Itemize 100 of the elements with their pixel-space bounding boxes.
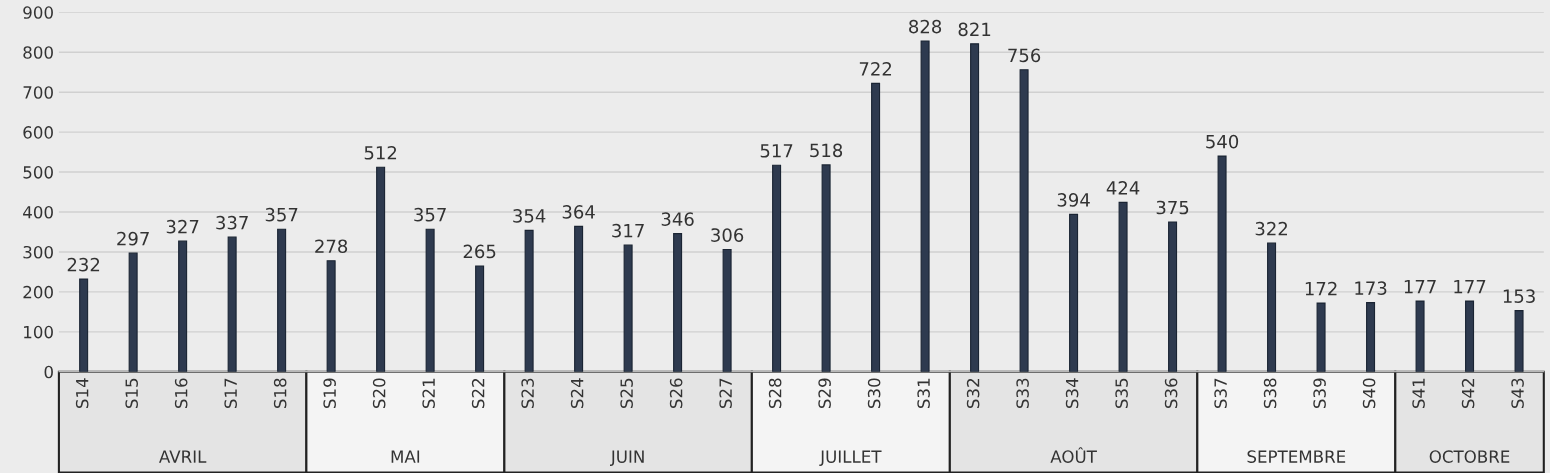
x-tick-label: S20 xyxy=(372,378,386,409)
data-label: 322 xyxy=(1255,221,1287,236)
x-tick-label: S21 xyxy=(422,378,435,409)
text: JUILLET xyxy=(819,450,882,466)
data-label: 265 xyxy=(463,244,496,259)
x-tick-label: S37 xyxy=(1214,378,1227,409)
bar xyxy=(1217,155,1227,372)
bar xyxy=(1514,310,1524,372)
data-label: 177 xyxy=(1454,279,1486,294)
x-tick-label: S17 xyxy=(224,378,237,409)
y-tick-label: 400 xyxy=(23,205,53,219)
data-label: 153 xyxy=(1503,289,1535,303)
text: JUIN xyxy=(610,450,644,466)
x-tick-label: S30 xyxy=(867,378,881,409)
y-tick-label: 0 xyxy=(44,365,53,379)
x-tick-label: S19 xyxy=(323,378,336,409)
y-tick-label: 600 xyxy=(23,126,53,139)
bar xyxy=(772,164,782,372)
data-label: 364 xyxy=(562,205,595,219)
data-label: 337 xyxy=(216,215,248,230)
data-label: 821 xyxy=(958,22,991,37)
x-tick-label: S33 xyxy=(1016,378,1029,409)
x-tick-label: S40 xyxy=(1362,378,1376,409)
text: OCTOBRE xyxy=(1429,450,1510,463)
text: MAI xyxy=(391,450,420,463)
bar xyxy=(475,265,485,372)
data-label: 424 xyxy=(1106,181,1140,195)
bar xyxy=(1465,300,1475,372)
bar xyxy=(227,236,237,372)
bar xyxy=(1415,300,1425,372)
bar xyxy=(871,82,881,372)
y-tick-label: 300 xyxy=(23,245,53,259)
x-tick-label: S24 xyxy=(570,378,584,409)
bar xyxy=(1168,221,1178,372)
x-tick-label: S36 xyxy=(1164,378,1178,409)
text: SEPTEMBRE xyxy=(1247,450,1346,463)
data-label: 172 xyxy=(1305,281,1337,296)
data-label: 346 xyxy=(661,212,694,226)
y-tick-label: 800 xyxy=(23,46,53,59)
bar xyxy=(178,240,188,372)
data-label: 512 xyxy=(364,145,397,160)
bar xyxy=(574,225,584,372)
text: AVRIL xyxy=(159,450,207,463)
bar xyxy=(920,40,930,372)
data-label: 278 xyxy=(315,239,348,254)
data-label: 518 xyxy=(810,143,843,158)
x-tick-label: S38 xyxy=(1263,378,1277,409)
bar xyxy=(1366,302,1376,372)
x-tick-label: S18 xyxy=(273,378,287,409)
x-tick-label: S26 xyxy=(669,378,683,409)
data-label: 540 xyxy=(1206,134,1239,149)
data-label: 357 xyxy=(265,207,298,222)
bar xyxy=(673,233,683,372)
data-label: 722 xyxy=(859,62,892,76)
bar xyxy=(277,228,287,372)
bar xyxy=(1019,69,1029,372)
x-tick-label: S23 xyxy=(521,378,534,409)
data-label: 173 xyxy=(1355,281,1387,296)
data-label: 297 xyxy=(117,231,149,246)
x-tick-label: S35 xyxy=(1115,378,1128,409)
data-label: 357 xyxy=(414,207,446,222)
x-tick-label: S34 xyxy=(1065,378,1079,409)
bar xyxy=(524,229,534,372)
y-tick-label: 900 xyxy=(23,6,53,19)
bar xyxy=(326,260,336,372)
data-label: 517 xyxy=(760,144,793,158)
data-label: 317 xyxy=(612,223,644,238)
y-tick-label: 100 xyxy=(24,325,53,339)
data-label: 327 xyxy=(166,219,199,234)
text: AOÛT xyxy=(1050,447,1097,463)
data-label: 394 xyxy=(1057,193,1090,207)
x-tick-label: S32 xyxy=(966,379,980,409)
y-tick-label: 500 xyxy=(23,166,53,179)
x-tick-label: S27 xyxy=(719,378,732,409)
x-tick-label: S41 xyxy=(1412,378,1425,409)
data-label: 375 xyxy=(1156,200,1189,215)
bar xyxy=(1267,242,1277,372)
data-label: 756 xyxy=(1008,48,1041,63)
y-tick-label: 200 xyxy=(23,285,53,299)
x-tick-label: S16 xyxy=(174,378,188,409)
bar xyxy=(1069,213,1079,372)
x-tick-label: S15 xyxy=(125,378,138,409)
bar xyxy=(623,244,633,372)
data-label: 232 xyxy=(67,257,100,272)
bar xyxy=(821,164,831,372)
bar xyxy=(970,43,980,372)
bar xyxy=(128,252,138,372)
x-tick-label: S25 xyxy=(620,378,633,409)
data-label: 354 xyxy=(513,209,546,223)
y-tick-label: 700 xyxy=(23,86,53,99)
x-tick-label: S42 xyxy=(1461,379,1475,409)
bar xyxy=(79,278,89,372)
bar xyxy=(425,228,435,372)
bar xyxy=(376,166,386,372)
bar xyxy=(722,248,732,372)
x-tick-label: S29 xyxy=(818,378,831,409)
x-tick-label: S28 xyxy=(768,378,782,409)
x-tick-label: S14 xyxy=(75,378,89,409)
data-label: 828 xyxy=(909,19,942,34)
bar xyxy=(1118,201,1128,372)
